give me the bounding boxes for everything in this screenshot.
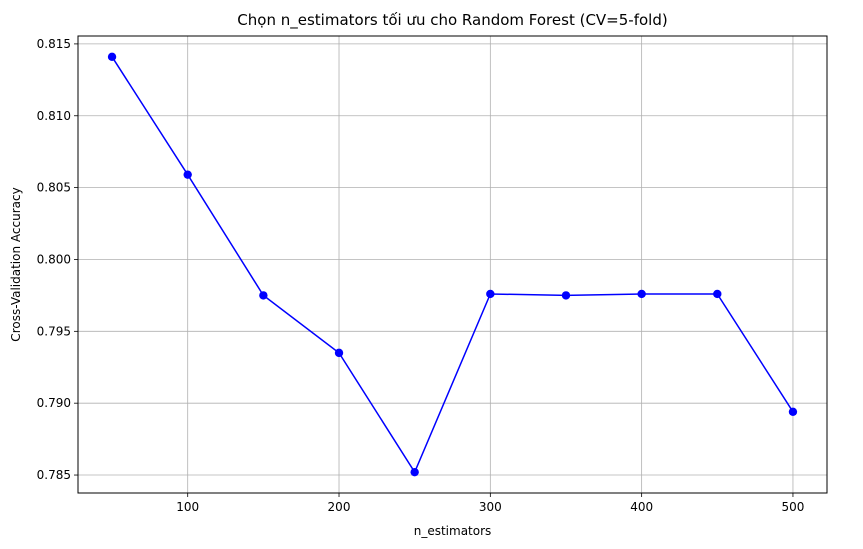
data-point <box>334 348 344 358</box>
series-layer <box>107 52 798 477</box>
data-point <box>637 289 646 299</box>
x-axis-label: n_estimators <box>414 524 492 538</box>
axis-ticks: 100 200 300 400 500 0.785 0.790 0.795 0.800 0.805… <box>37 37 805 514</box>
plot-frame <box>77 35 828 494</box>
x-tick-label: 400 <box>630 500 653 514</box>
y-tick-label: 0.800 <box>37 252 71 266</box>
y-tick-label: 0.815 <box>37 37 71 51</box>
x-tick-label: 500 <box>782 500 805 514</box>
data-point <box>561 291 571 300</box>
y-tick-label: 0.790 <box>37 396 71 410</box>
data-point <box>788 407 798 417</box>
data-point <box>259 291 268 300</box>
chart-title: Chọn n_estimators tối ưu cho Random Fore… <box>237 11 667 30</box>
grid-lines <box>78 36 827 493</box>
series-line <box>111 56 794 474</box>
data-point <box>107 52 117 62</box>
data-point <box>486 289 495 299</box>
y-tick-label: 0.785 <box>37 468 71 482</box>
y-tick-label: 0.805 <box>37 181 71 195</box>
x-tick-label: 100 <box>176 500 199 514</box>
data-point <box>410 467 419 477</box>
y-tick-label: 0.795 <box>37 324 71 338</box>
x-tick-label: 300 <box>479 500 502 514</box>
x-tick-label: 200 <box>328 500 351 514</box>
y-axis-label: Cross-Validation Accuracy <box>9 187 23 341</box>
data-point <box>713 289 722 299</box>
data-point <box>183 170 192 179</box>
y-tick-label: 0.810 <box>37 109 71 123</box>
